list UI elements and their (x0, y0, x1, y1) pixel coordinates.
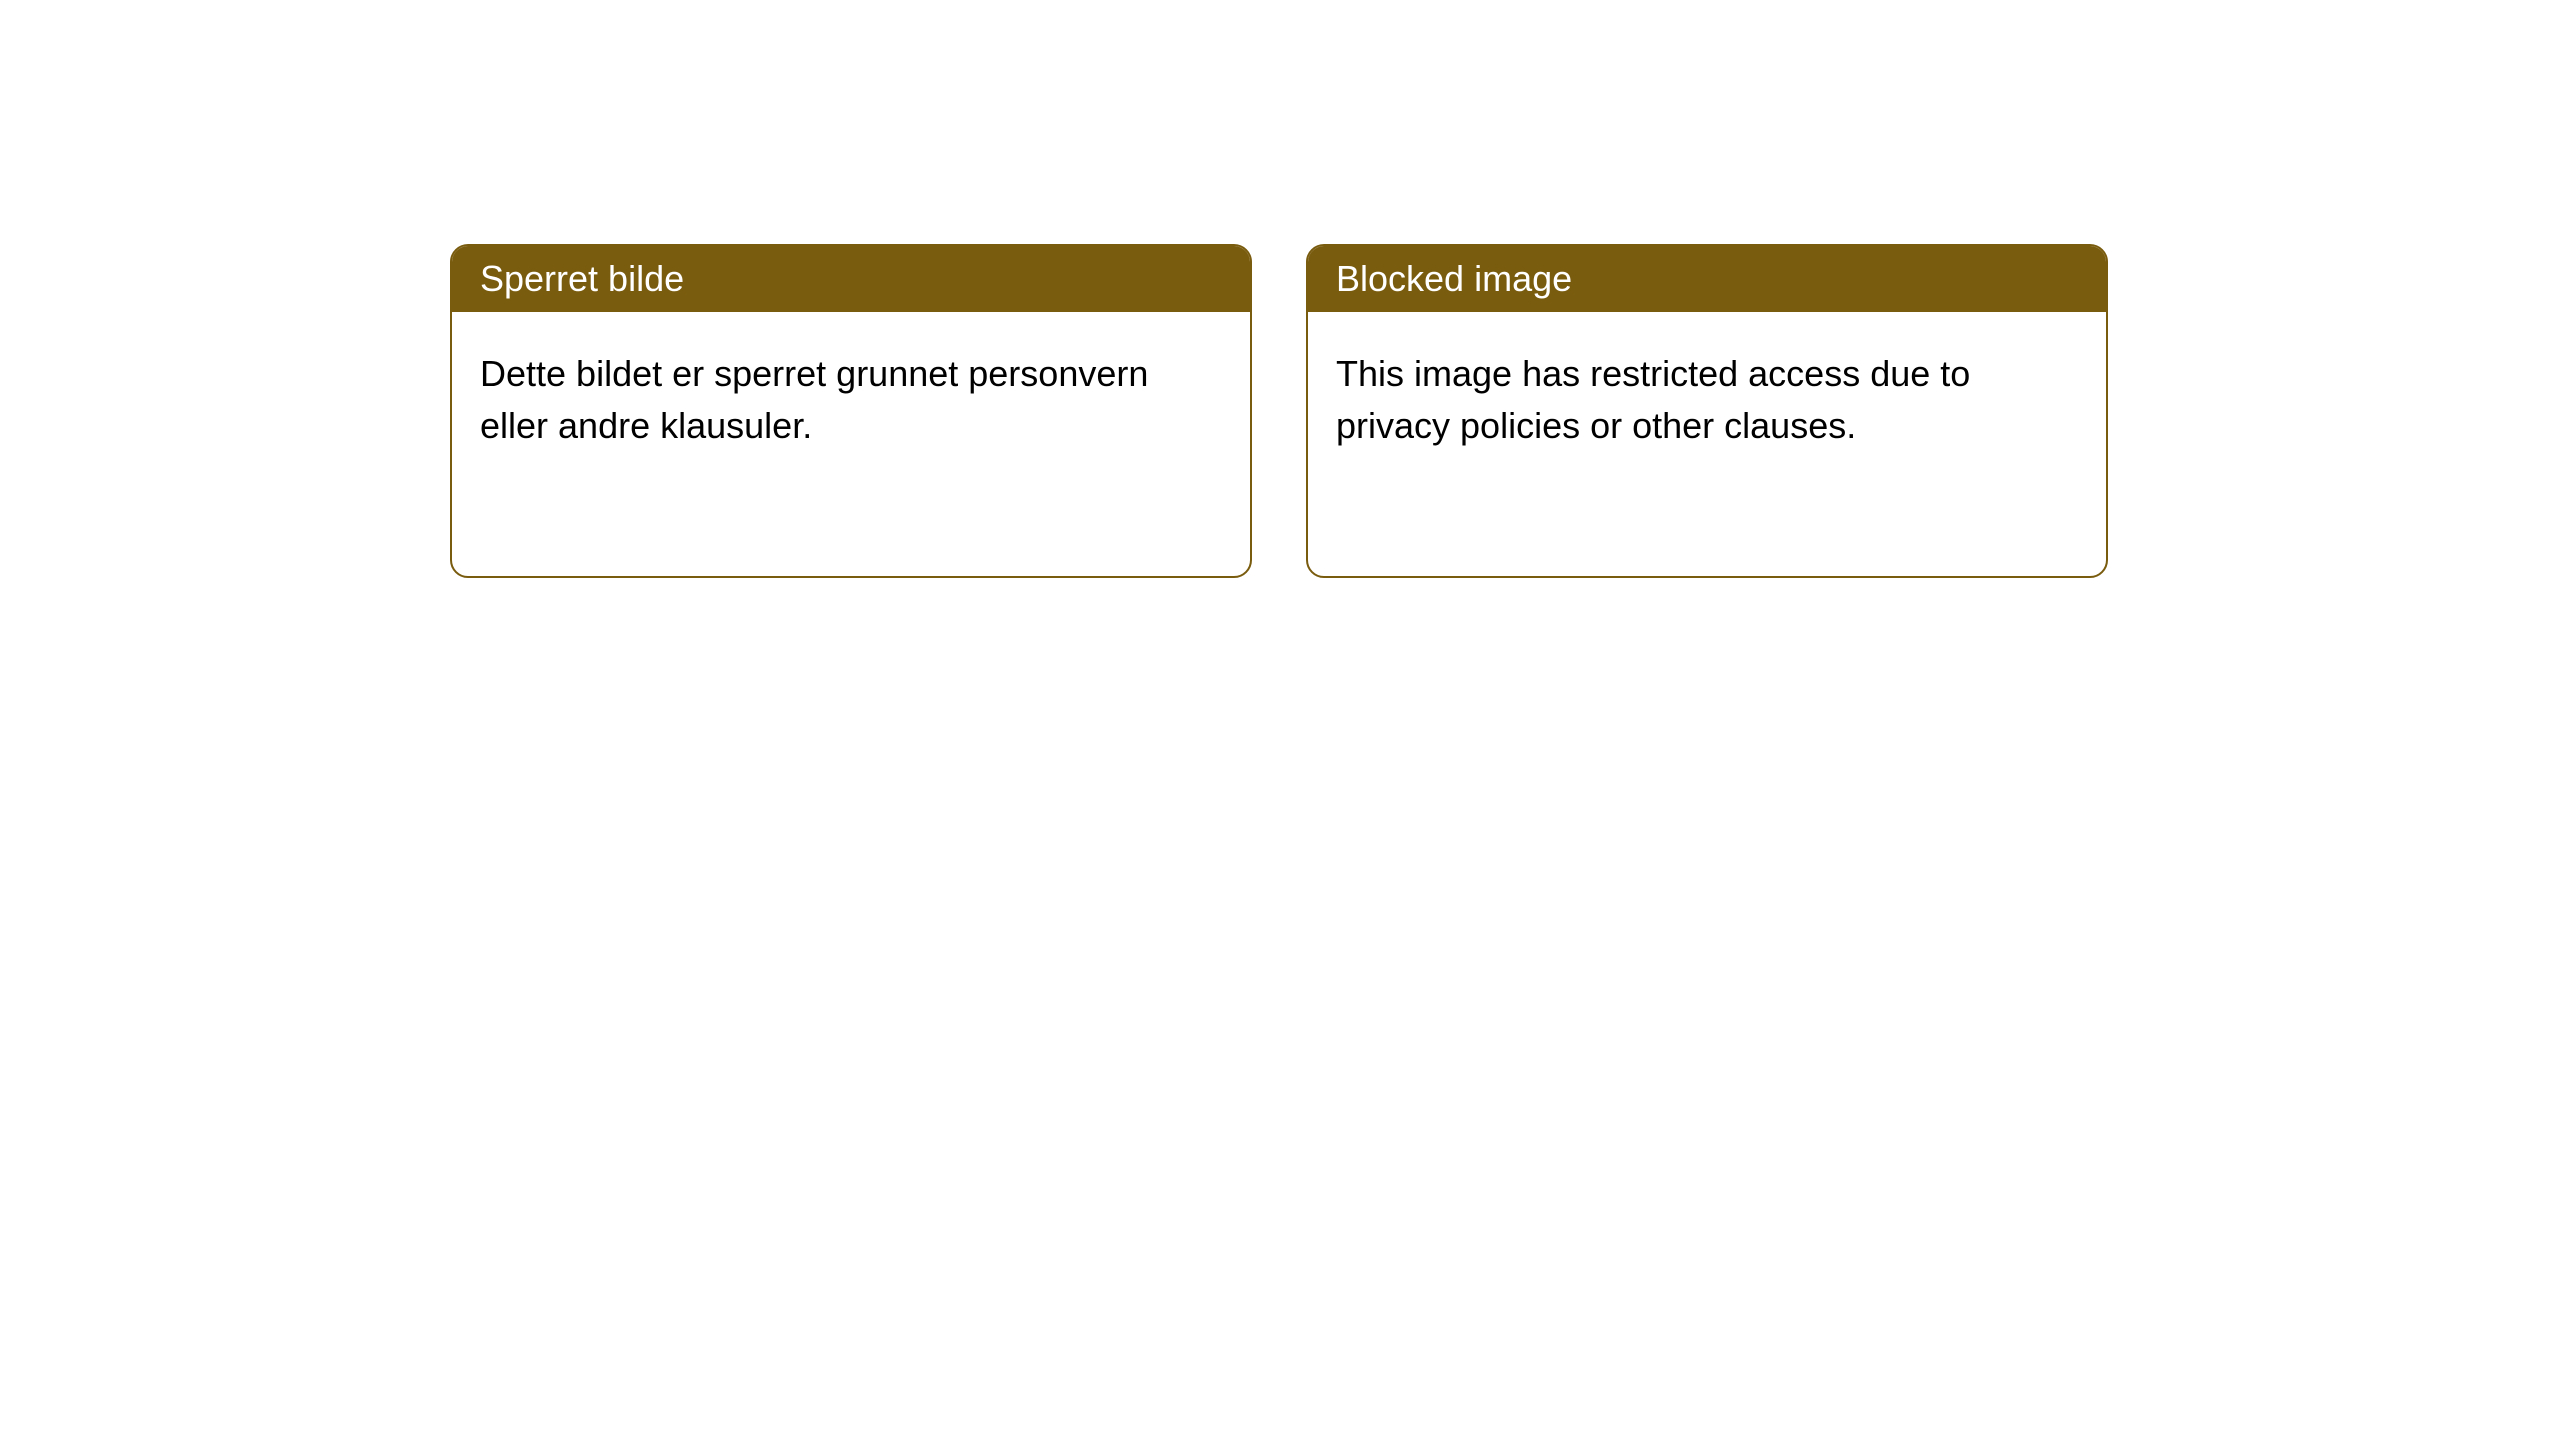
notice-container: Sperret bilde Dette bildet er sperret gr… (450, 244, 2108, 578)
notice-header: Sperret bilde (452, 246, 1250, 312)
notice-card-english: Blocked image This image has restricted … (1306, 244, 2108, 578)
notice-body: This image has restricted access due to … (1308, 312, 2106, 488)
notice-header: Blocked image (1308, 246, 2106, 312)
notice-card-norwegian: Sperret bilde Dette bildet er sperret gr… (450, 244, 1252, 578)
notice-body: Dette bildet er sperret grunnet personve… (452, 312, 1250, 488)
